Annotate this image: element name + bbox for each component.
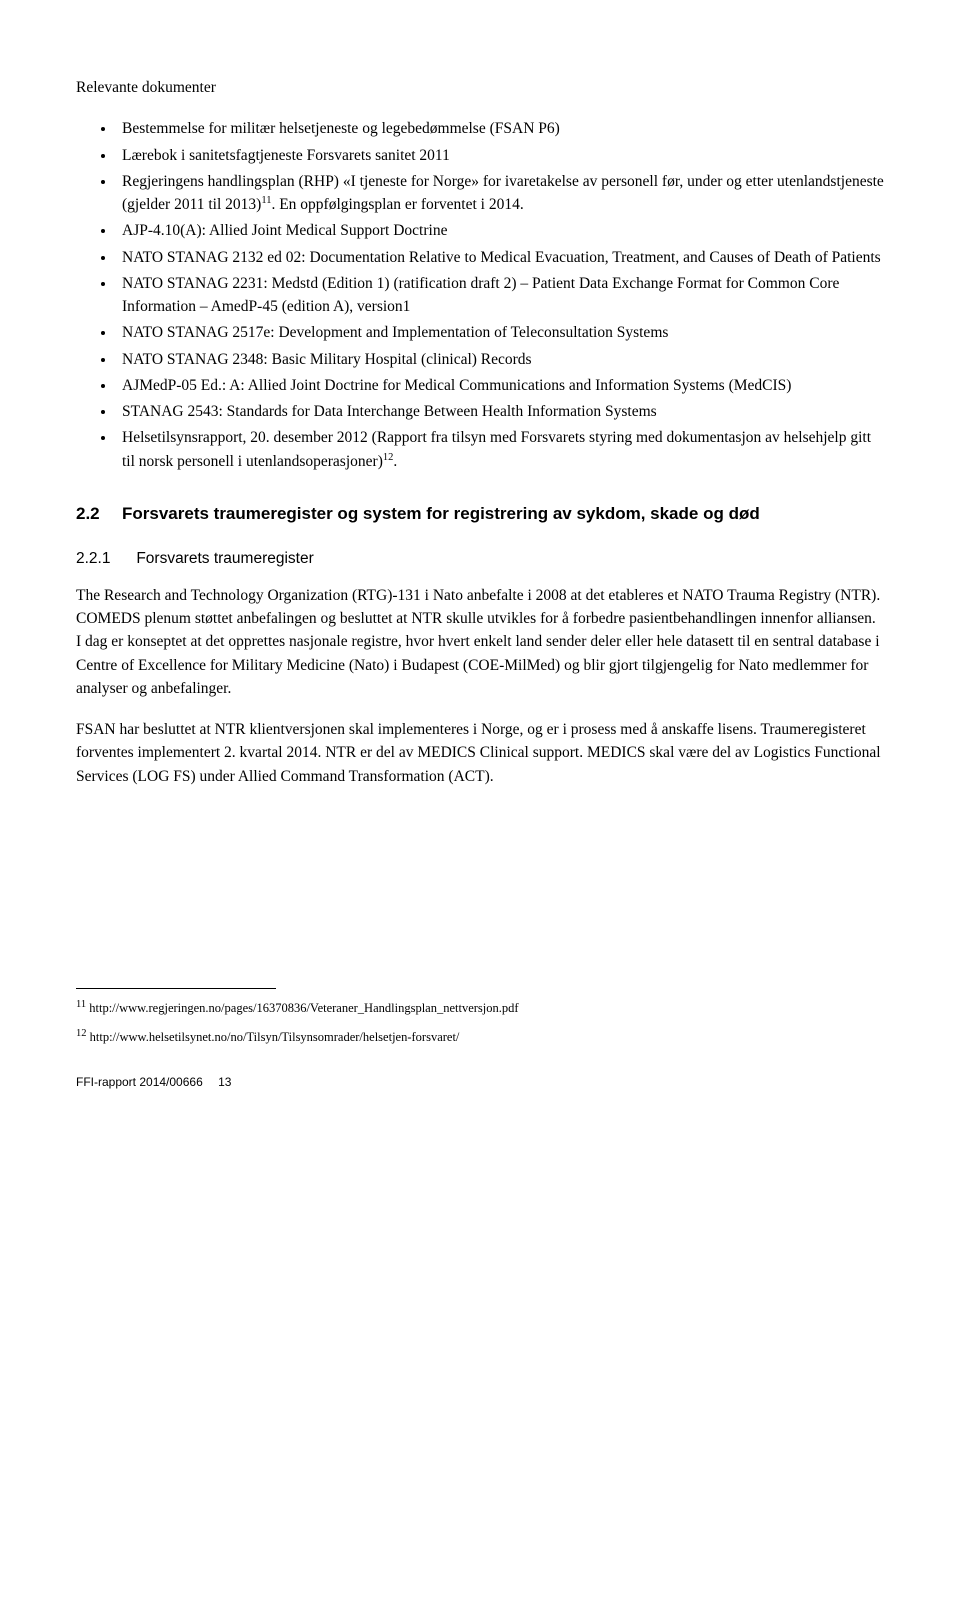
footnote-12-number: 12 [76, 1028, 87, 1039]
footnote-ref: 11 [261, 195, 271, 206]
section-2-2-heading: 2.2 Forsvarets traumeregister og system … [76, 501, 884, 527]
footnote-ref: 12 [383, 452, 394, 463]
footnote-12-text: http://www.helsetilsynet.no/no/Tilsyn/Ti… [87, 1030, 460, 1044]
list-item: Regjeringens handlingsplan (RHP) «I tjen… [116, 170, 884, 217]
subsection-number: 2.2.1 [76, 547, 132, 570]
subsection-2-2-1-heading: 2.2.1 Forsvarets traumeregister [76, 547, 884, 570]
bullet-list: Bestemmelse for militær helsetjeneste og… [76, 117, 884, 473]
list-item: NATO STANAG 2132 ed 02: Documentation Re… [116, 246, 884, 269]
list-item: AJMedP-05 Ed.: A: Allied Joint Doctrine … [116, 374, 884, 397]
relevant-documents-heading: Relevante dokumenter [76, 76, 884, 99]
section-title: Forsvarets traumeregister og system for … [122, 501, 760, 527]
list-item: NATO STANAG 2348: Basic Military Hospita… [116, 348, 884, 371]
list-item: NATO STANAG 2231: Medstd (Edition 1) (ra… [116, 272, 884, 319]
list-item: AJP-4.10(A): Allied Joint Medical Suppor… [116, 219, 884, 242]
footnote-12: 12 http://www.helsetilsynet.no/no/Tilsyn… [76, 1026, 884, 1047]
list-item: Helsetilsynsrapport, 20. desember 2012 (… [116, 426, 884, 473]
list-item: Bestemmelse for militær helsetjeneste og… [116, 117, 884, 140]
paragraph-2: FSAN har besluttet at NTR klientversjone… [76, 718, 884, 788]
subsection-title: Forsvarets traumeregister [136, 550, 313, 567]
footnote-separator [76, 988, 276, 989]
paragraph-1: The Research and Technology Organization… [76, 584, 884, 700]
page-footer: FFI-rapport 2014/00666 13 [76, 1073, 884, 1091]
footnote-11-number: 11 [76, 999, 86, 1010]
list-item: NATO STANAG 2517e: Development and Imple… [116, 321, 884, 344]
report-id: FFI-rapport 2014/00666 [76, 1075, 203, 1089]
page-number: 13 [218, 1073, 231, 1091]
section-number: 2.2 [76, 501, 122, 527]
list-item: Lærebok i sanitetsfagtjeneste Forsvarets… [116, 144, 884, 167]
footnote-11: 11 http://www.regjeringen.no/pages/16370… [76, 997, 884, 1018]
list-item: STANAG 2543: Standards for Data Intercha… [116, 400, 884, 423]
footnote-11-text: http://www.regjeringen.no/pages/16370836… [86, 1001, 518, 1015]
